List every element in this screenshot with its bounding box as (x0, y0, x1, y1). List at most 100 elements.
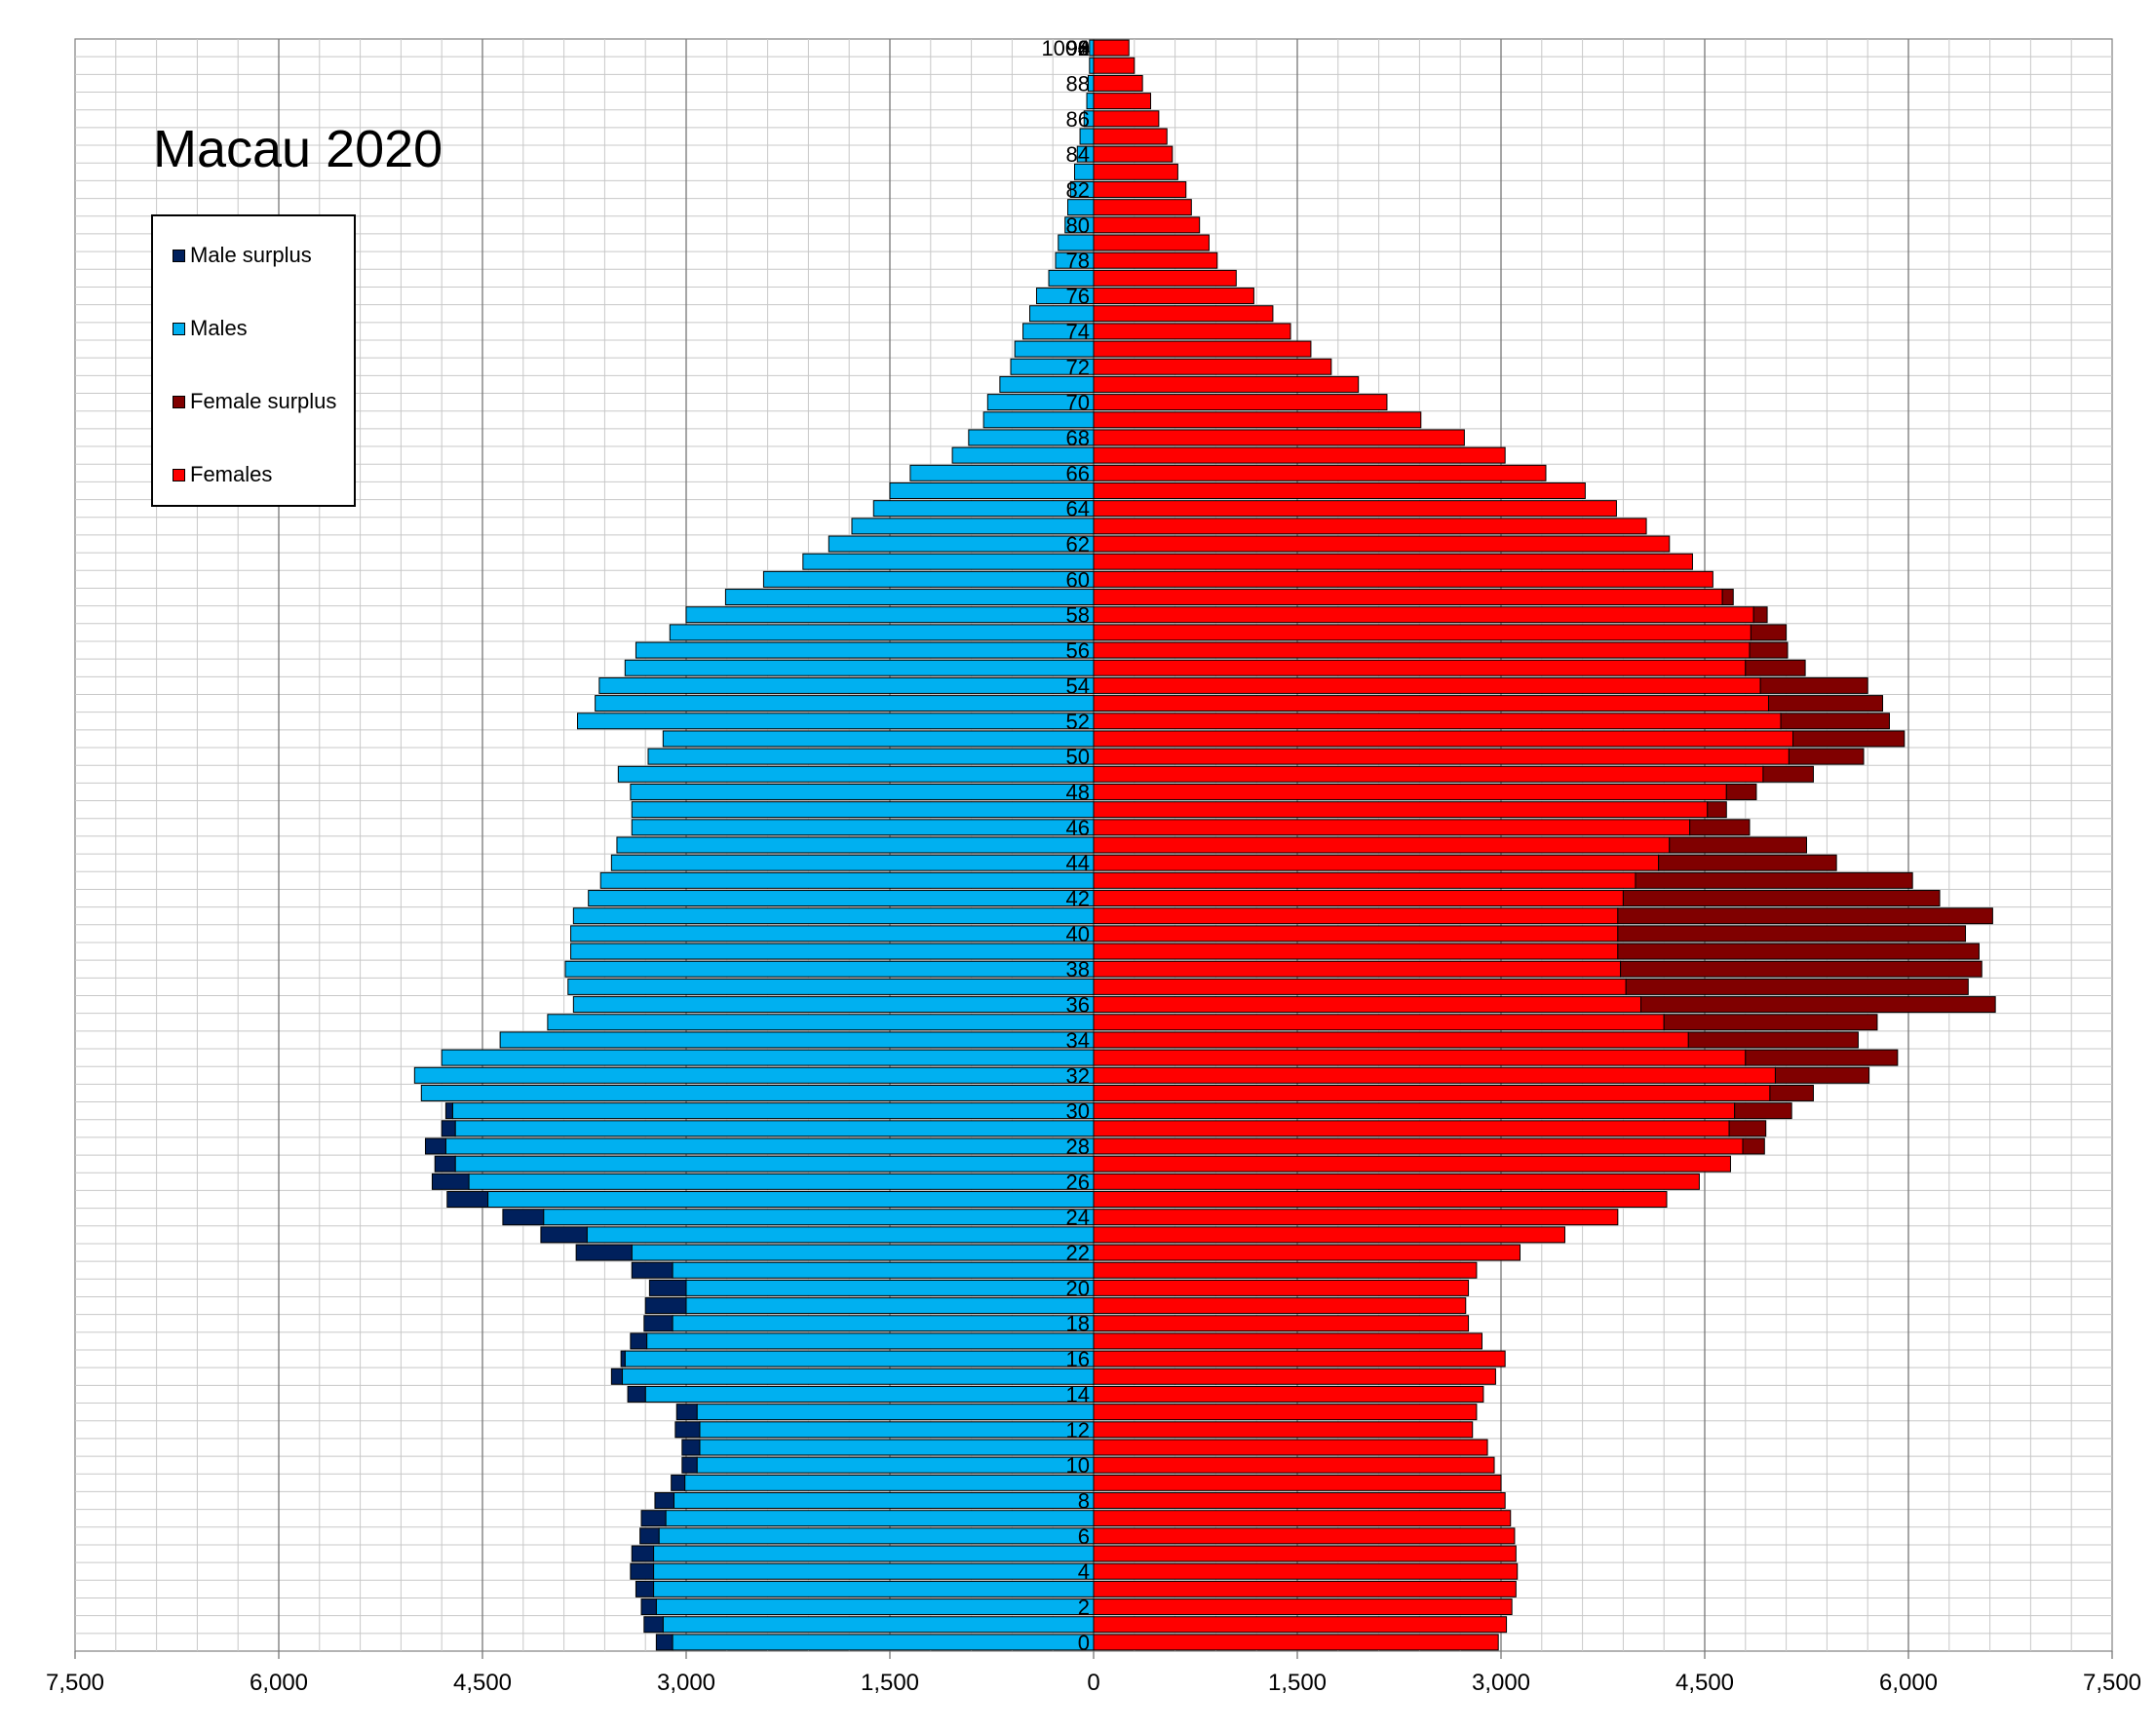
male-surplus-bar (424, 1137, 446, 1155)
female-bar (1093, 1474, 1502, 1491)
male-bar (889, 481, 1095, 499)
female-bar (1093, 730, 1794, 748)
male-surplus-bar (441, 1120, 456, 1137)
male-bar (599, 871, 1095, 889)
x-tick-label: 3,000 (1472, 1670, 1530, 1696)
male-bar (622, 1367, 1095, 1385)
male-bar (665, 1510, 1095, 1527)
male-bar (451, 1102, 1095, 1120)
female-bar (1093, 394, 1388, 411)
male-surplus-bar (643, 1315, 674, 1332)
legend-swatch-males (173, 322, 185, 335)
male-surplus-bar (648, 1279, 687, 1296)
female-bar (1093, 606, 1754, 624)
age-tick-label: 36 (1066, 993, 1090, 1018)
male-surplus-bar (627, 1385, 646, 1403)
female-bar (1093, 500, 1617, 518)
x-tick-label: 0 (1087, 1670, 1099, 1696)
male-bar (631, 801, 1095, 819)
legend-item-females: Females (173, 462, 272, 487)
female-bar (1093, 1527, 1516, 1545)
male-surplus-bar (655, 1634, 674, 1651)
male-bar (413, 1066, 1095, 1084)
age-tick-label: 28 (1066, 1135, 1090, 1159)
age-tick-label: 42 (1066, 887, 1090, 911)
male-surplus-bar (640, 1598, 657, 1616)
age-tick-label: 90 (1066, 36, 1090, 60)
female-surplus-bar (1635, 871, 1913, 889)
age-tick-label: 38 (1066, 957, 1090, 981)
female-surplus-bar (1707, 801, 1727, 819)
chart-legend: Male surplus Males Female surplus Female… (151, 214, 356, 507)
male-bar (1089, 57, 1095, 74)
female-bar (1093, 481, 1586, 499)
age-tick-label: 48 (1066, 780, 1090, 804)
male-surplus-bar (643, 1616, 664, 1634)
male-bar (635, 641, 1095, 659)
female-surplus-bar (1622, 890, 1941, 907)
female-surplus-bar (1625, 978, 1969, 995)
female-bar (1093, 960, 1622, 978)
female-surplus-bar (1640, 996, 1996, 1014)
male-surplus-bar (630, 1562, 655, 1580)
age-axis: 0246810121416182022242628303234363840424… (1041, 36, 1090, 1655)
male-bar (653, 1580, 1095, 1597)
age-tick-label: 78 (1066, 249, 1090, 273)
age-tick-label: 24 (1066, 1206, 1090, 1230)
age-tick-label: 64 (1066, 497, 1090, 521)
age-tick-label: 56 (1066, 638, 1090, 663)
female-bar (1093, 305, 1274, 323)
female-bar (1093, 1545, 1517, 1562)
male-surplus-bar (675, 1404, 698, 1421)
male-bar (699, 1439, 1095, 1456)
age-tick-label: 16 (1066, 1347, 1090, 1371)
x-tick-label: 1,500 (861, 1670, 919, 1696)
legend-label-female-surplus: Female surplus (190, 389, 337, 413)
female-surplus-bar (1780, 712, 1890, 730)
age-tick-label: 34 (1066, 1028, 1090, 1053)
female-surplus-bar (1774, 1066, 1870, 1084)
female-surplus-bar (1689, 819, 1751, 836)
female-bar (1093, 801, 1709, 819)
female-bar (1093, 659, 1747, 676)
female-surplus-bar (1762, 765, 1814, 783)
male-bar (564, 960, 1095, 978)
age-tick-label: 10 (1066, 1453, 1090, 1478)
age-tick-label: 30 (1066, 1099, 1090, 1124)
age-tick-label: 40 (1066, 922, 1090, 946)
female-bar (1093, 871, 1636, 889)
age-tick-label: 96 (1066, 36, 1090, 60)
female-surplus-bar (1792, 730, 1906, 748)
male-bar (669, 624, 1095, 641)
age-tick-label: 54 (1066, 674, 1090, 698)
female-surplus-bar (1734, 1102, 1792, 1120)
male-bar (570, 925, 1095, 943)
female-surplus-bar (1750, 624, 1788, 641)
chart-title: Macau 2020 (153, 120, 443, 178)
legend-swatch-female-surplus (173, 395, 185, 408)
female-surplus-bar (1728, 1120, 1767, 1137)
age-tick-label: 80 (1066, 213, 1090, 238)
legend-label-male-surplus: Male surplus (190, 243, 312, 267)
female-surplus-bar (1617, 943, 1980, 960)
age-tick-label: 84 (1066, 142, 1090, 167)
female-surplus-bar (1658, 854, 1837, 871)
male-surplus-bar (674, 1421, 701, 1439)
female-bar (1093, 128, 1168, 145)
age-tick-label: 32 (1066, 1063, 1090, 1088)
female-bar (1093, 340, 1312, 358)
male-bar (595, 695, 1095, 712)
male-bar (577, 712, 1095, 730)
female-bar (1093, 74, 1143, 92)
age-tick-label: 86 (1066, 107, 1090, 132)
male-bar (444, 1137, 1095, 1155)
female-surplus-bar (1767, 695, 1884, 712)
male-bar (646, 1332, 1095, 1350)
male-bar (685, 1279, 1095, 1296)
female-surplus-bar (1749, 641, 1789, 659)
age-tick-label: 22 (1066, 1241, 1090, 1265)
x-tick-label: 4,500 (453, 1670, 512, 1696)
female-bar (1093, 1226, 1565, 1244)
male-surplus-bar (681, 1456, 698, 1474)
